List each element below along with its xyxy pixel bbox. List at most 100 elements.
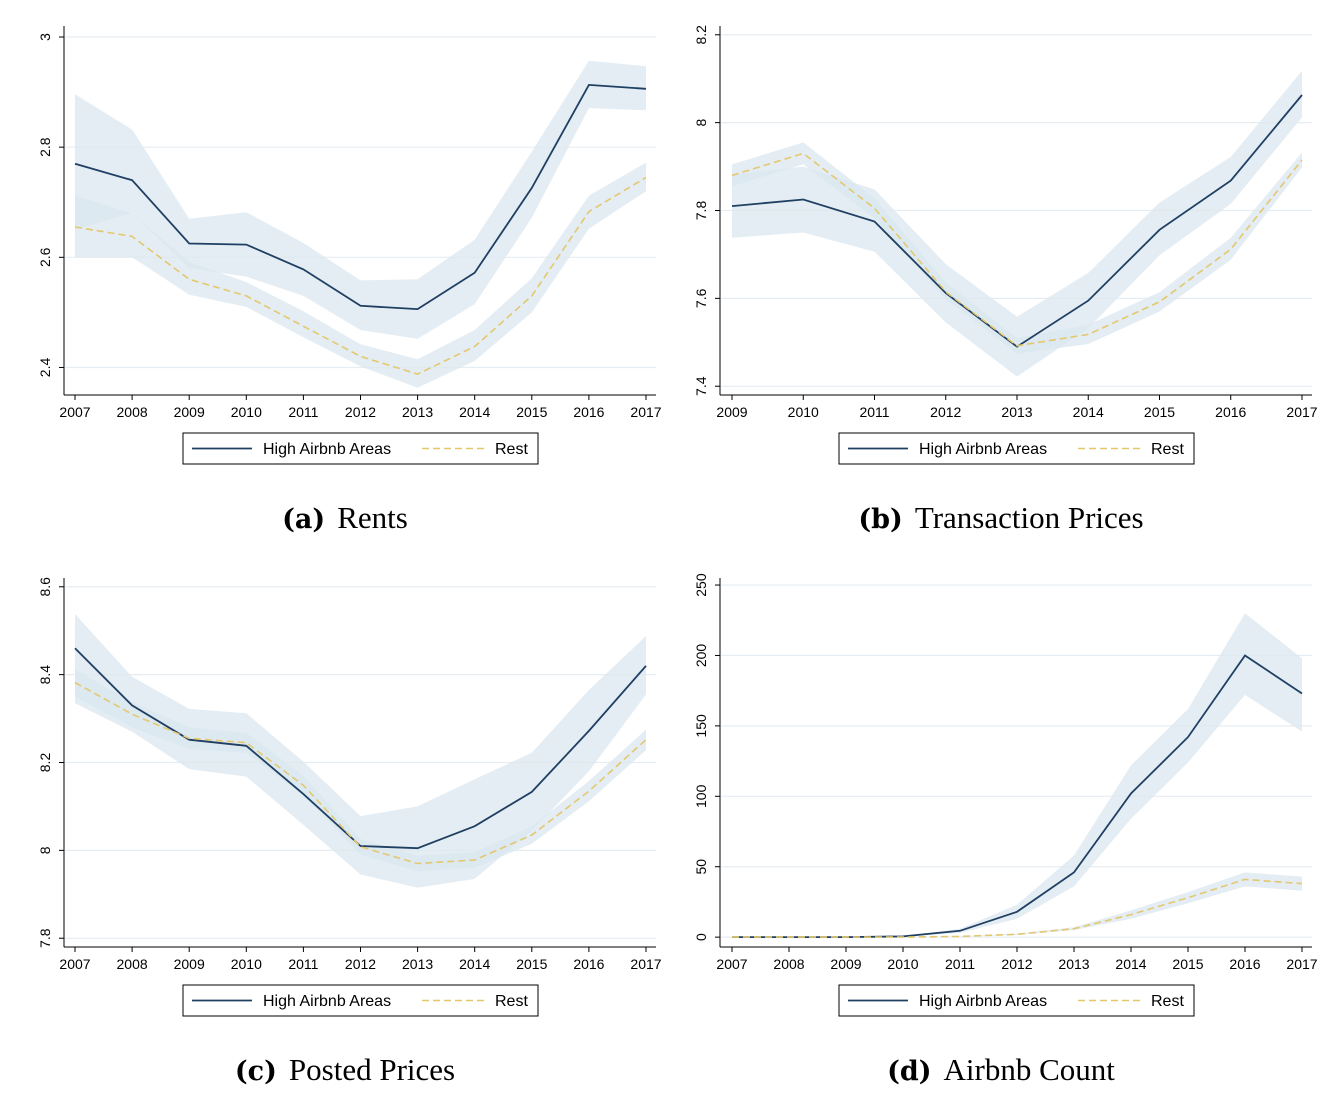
x-tick-label: 2015 [1144, 404, 1175, 420]
x-tick-label: 2009 [830, 956, 861, 972]
panel-caption: (a) Rents [282, 500, 408, 535]
x-tick-label: 2010 [231, 404, 262, 420]
y-tick-label: 8 [693, 119, 709, 127]
legend: High Airbnb Areas Rest [838, 432, 1195, 465]
caption-title: Transaction Prices [915, 500, 1144, 535]
x-tick-label: 2009 [174, 404, 205, 420]
x-tick-label: 2017 [630, 956, 661, 972]
x-tick-label: 2014 [459, 956, 490, 972]
legend-label-high: High Airbnb Areas [919, 441, 1047, 458]
x-tick-label: 2013 [402, 956, 433, 972]
x-tick-label: 2016 [573, 404, 604, 420]
legend: High Airbnb Areas Rest [182, 984, 539, 1017]
x-tick-label: 2012 [345, 404, 376, 420]
panel-caption: (d) Airbnb Count [887, 1052, 1115, 1087]
confidence-band-high [732, 613, 1302, 938]
y-tick-label: 0 [693, 933, 709, 941]
confidence-band-high [75, 614, 646, 888]
y-tick-label: 2.4 [37, 358, 53, 378]
x-tick-label: 2013 [1058, 956, 1089, 972]
x-tick-label: 2007 [59, 404, 90, 420]
series-line-high-airbnb [74, 83, 647, 311]
x-tick-label: 2017 [630, 404, 661, 420]
series-line-rest [731, 152, 1303, 347]
x-tick-label: 2014 [1115, 956, 1146, 972]
chart-panel-2: 7.4 7.6 7.8 8 8.2 2009 2010 2011 2012 2013 2014 201… [693, 25, 1318, 535]
confidence-band-rest [75, 162, 646, 388]
panel-caption: (c) Posted Prices [235, 1052, 455, 1087]
y-tick-label: 150 [693, 714, 709, 738]
y-tick-label: 200 [693, 644, 709, 668]
x-tick-label: 2012 [1001, 956, 1032, 972]
x-tick-label: 2013 [402, 404, 433, 420]
x-tick-label: 2016 [1215, 404, 1246, 420]
x-tick-label: 2017 [1286, 404, 1317, 420]
y-tick-label: 8.6 [37, 577, 53, 597]
x-tick-label: 2017 [1286, 956, 1317, 972]
y-tick-label: 100 [693, 784, 709, 808]
caption-letter: (b) [858, 504, 902, 535]
legend-label-high: High Airbnb Areas [263, 441, 391, 458]
x-tick-label: 2016 [1229, 956, 1260, 972]
y-tick-label: 7.8 [693, 201, 709, 221]
x-tick-label: 2016 [573, 956, 604, 972]
legend-label-high: High Airbnb Areas [263, 993, 391, 1010]
y-tick-label: 250 [693, 573, 709, 597]
x-tick-label: 2010 [231, 956, 262, 972]
chart-panel-1: 2.4 2.6 2.8 3 2007 2008 2009 2010 2011 2012 2013 20… [37, 26, 662, 535]
legend-label-rest: Rest [495, 993, 528, 1010]
caption-title: Airbnb Count [944, 1052, 1116, 1087]
caption-title: Rents [337, 500, 408, 535]
y-tick-label: 2.8 [37, 137, 53, 157]
y-tick-label: 7.4 [693, 376, 709, 396]
x-tick-label: 2015 [1172, 956, 1203, 972]
x-tick-label: 2011 [945, 956, 975, 972]
x-tick-label: 2011 [859, 404, 889, 420]
y-tick-label: 3 [37, 33, 53, 41]
series-line-rest [74, 681, 647, 865]
chart-panel-4: 0 50 100 150 200 250 2007 2008 2009 2010 2011 2012 2… [693, 573, 1318, 1087]
confidence-band-high [75, 60, 646, 339]
x-tick-label: 2010 [788, 404, 819, 420]
y-tick-label: 8.2 [37, 753, 53, 773]
caption-letter: (c) [235, 1056, 277, 1087]
series-line-high-airbnb [74, 647, 647, 850]
x-tick-label: 2011 [288, 956, 318, 972]
y-tick-label: 50 [693, 859, 709, 875]
x-tick-label: 2010 [887, 956, 918, 972]
confidence-band-rest [732, 142, 1302, 354]
legend-label-rest: Rest [1151, 441, 1184, 458]
x-tick-label: 2009 [716, 404, 747, 420]
chart-panel-3: 7.8 8 8.2 8.4 8.6 2007 2008 2009 2010 2011 2012 201… [37, 577, 662, 1087]
y-tick-label: 7.6 [693, 288, 709, 308]
panel-caption: (b) Transaction Prices [858, 500, 1143, 535]
y-tick-label: 8 [37, 846, 53, 854]
y-tick-label: 7.8 [37, 928, 53, 948]
x-tick-label: 2008 [773, 956, 804, 972]
x-tick-label: 2012 [930, 404, 961, 420]
caption-title: Posted Prices [289, 1052, 455, 1087]
x-tick-label: 2013 [1001, 404, 1032, 420]
caption-letter: (a) [282, 504, 325, 535]
x-tick-label: 2012 [345, 956, 376, 972]
legend: High Airbnb Areas Rest [182, 432, 539, 465]
x-tick-label: 2014 [1073, 404, 1104, 420]
x-tick-label: 2007 [59, 956, 90, 972]
x-tick-label: 2008 [117, 404, 148, 420]
series-line-high-airbnb [731, 94, 1303, 348]
x-tick-label: 2009 [174, 956, 205, 972]
x-tick-label: 2015 [516, 956, 547, 972]
x-tick-label: 2007 [716, 956, 747, 972]
series-line-rest [74, 176, 647, 375]
legend-label-high: High Airbnb Areas [919, 993, 1047, 1010]
series-line-rest [732, 878, 1303, 938]
confidence-band-high [732, 70, 1302, 377]
caption-letter: (d) [887, 1056, 931, 1087]
x-tick-label: 2015 [516, 404, 547, 420]
y-tick-label: 8.4 [37, 665, 53, 685]
x-tick-label: 2011 [288, 404, 318, 420]
legend: High Airbnb Areas Rest [838, 984, 1195, 1017]
legend-label-rest: Rest [495, 441, 528, 458]
y-tick-label: 2.6 [37, 247, 53, 267]
